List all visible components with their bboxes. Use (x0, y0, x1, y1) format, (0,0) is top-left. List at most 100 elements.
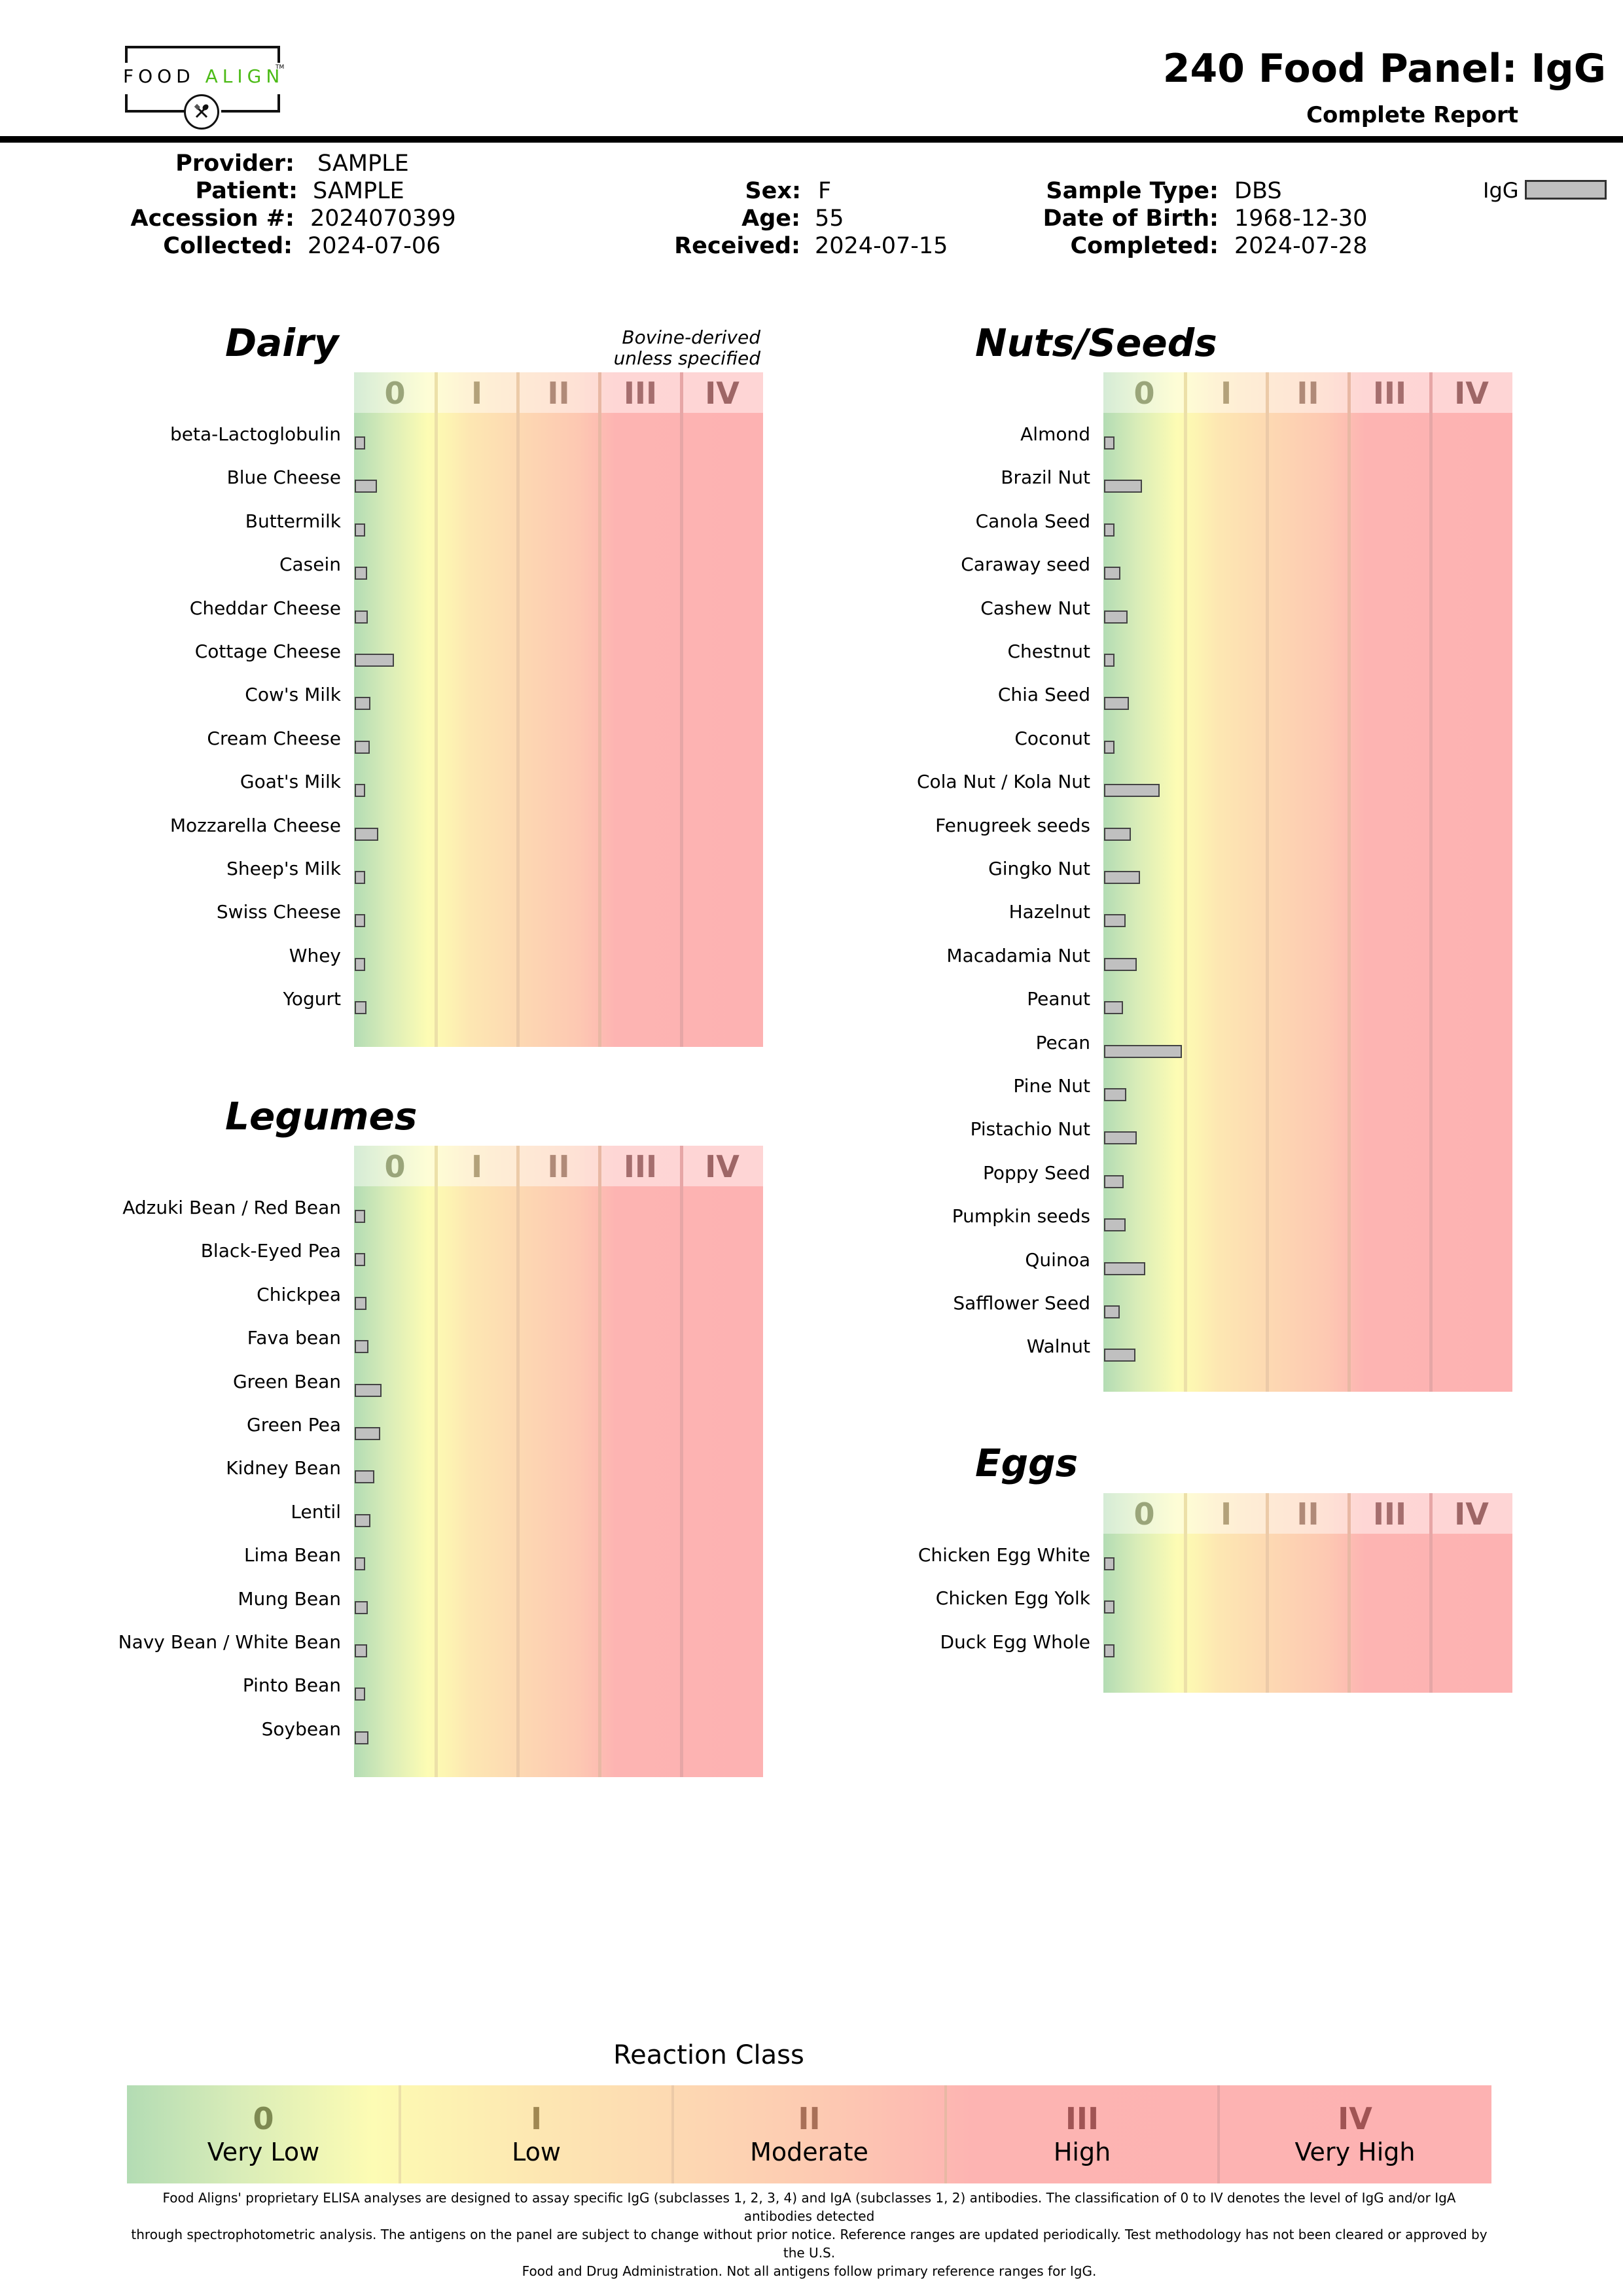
igg-bar (355, 697, 370, 711)
sex-value: F (818, 178, 832, 204)
reaction-class-number: III (1065, 2101, 1099, 2136)
igg-bar (1104, 1001, 1123, 1015)
class-divider (680, 1146, 683, 1777)
igg-bar (355, 1687, 365, 1701)
class-tick-label: 0 (384, 1149, 406, 1184)
dairy-note: Bovine-derived unless specified (614, 327, 760, 369)
class-tick-label: III (1372, 376, 1407, 411)
igg-bar (355, 654, 394, 667)
igg-bar (355, 1001, 366, 1015)
food-label: Goat's Milk (240, 771, 341, 793)
igg-bar (1104, 957, 1137, 971)
food-label: Whey (289, 944, 341, 966)
food-label: Pine Nut (1013, 1075, 1090, 1097)
igg-bar (355, 567, 367, 580)
reaction-class-number: I (530, 2101, 543, 2136)
sample-type-label: Sample Type: (1046, 178, 1219, 204)
food-label: Cola Nut / Kola Nut (916, 771, 1090, 793)
class-divider (435, 372, 438, 1047)
header-rule (0, 136, 1623, 143)
completed-label: Completed: (1070, 233, 1219, 259)
section-title-legumes: Legumes (225, 1094, 418, 1139)
reaction-class-name: Very Low (207, 2138, 320, 2166)
reaction-class-divider (944, 2085, 947, 2183)
igg-bar (355, 914, 365, 928)
igg-bar (355, 480, 377, 493)
class-header (1103, 1493, 1512, 1534)
class-tick-label: I (471, 376, 483, 411)
class-gradient-background (1103, 372, 1512, 1392)
collected-value: 2024-07-06 (308, 233, 441, 259)
class-divider (516, 1146, 520, 1777)
collected-label: Collected: (163, 233, 293, 259)
food-label: Black-Eyed Pea (200, 1240, 341, 1262)
igg-bar (1104, 1349, 1135, 1362)
food-label: Chia Seed (997, 684, 1090, 706)
class-tick-label: 0 (384, 376, 406, 411)
food-label: Casein (279, 554, 341, 576)
logo-text: FOOD ALIGN (123, 65, 284, 87)
igg-bar (355, 827, 379, 841)
received-label: Received: (674, 233, 800, 259)
class-divider (598, 1146, 601, 1777)
fork-spoon-icon (184, 94, 219, 130)
igg-bar (1104, 1131, 1137, 1145)
food-label: Almond (1020, 423, 1090, 445)
class-gradient-background (1103, 1493, 1512, 1693)
igg-bar (1104, 567, 1120, 580)
section-title-dairy: Dairy (225, 321, 339, 365)
igg-bar (355, 740, 370, 754)
reaction-class-legend: 0 Very Low I Low II Moderate III High IV Very Hig… (127, 2085, 1491, 2183)
class-divider (1429, 1493, 1433, 1693)
reaction-class-name: Low (512, 2138, 561, 2166)
class-divider (1184, 372, 1187, 1392)
completed-value: 2024-07-28 (1234, 233, 1368, 259)
reaction-class-very-low: 0 Very Low (127, 2085, 400, 2183)
food-label: Green Bean (232, 1370, 341, 1392)
class-header (1103, 372, 1512, 413)
reaction-class-low: I Low (400, 2085, 673, 2183)
class-header (354, 1146, 763, 1186)
class-tick-label: II (547, 376, 570, 411)
food-label: Canola Seed (975, 510, 1090, 532)
class-tick-label: IV (1454, 376, 1489, 411)
food-label: Caraway seed (961, 554, 1090, 576)
igg-bar (355, 871, 365, 884)
food-label: Cow's Milk (245, 684, 341, 706)
class-tick-label: III (1372, 1496, 1407, 1532)
reaction-class-divider (1217, 2085, 1220, 2183)
reaction-class-moderate: II Moderate (673, 2085, 946, 2183)
received-value: 2024-07-15 (815, 233, 948, 259)
chart-legumes: 0 I II III IV Adzuki Bean / Red Bean Black-Eye… (118, 1146, 763, 1777)
food-label: Macadamia Nut (946, 944, 1090, 966)
class-divider (435, 1146, 438, 1777)
accession-value: 2024070399 (310, 205, 456, 232)
class-tick-label: IV (705, 1149, 740, 1184)
class-header (354, 372, 763, 413)
class-divider (598, 372, 601, 1047)
food-label: Fava bean (247, 1327, 341, 1349)
igg-bar (1104, 697, 1129, 711)
igg-bar (355, 1731, 369, 1744)
logo-frame-bottom-right (221, 94, 280, 113)
food-label: Blue Cheese (226, 467, 341, 489)
igg-bar (1104, 1557, 1115, 1570)
dob-label: Date of Birth: (1043, 205, 1219, 232)
food-label: Adzuki Bean / Red Bean (122, 1197, 341, 1218)
class-tick-label: I (471, 1149, 483, 1184)
igg-bar (1104, 1644, 1115, 1657)
igg-bar (355, 1210, 366, 1223)
food-label: Soybean (261, 1718, 341, 1740)
food-label: beta-Lactoglobulin (169, 423, 341, 445)
food-label: Fenugreek seeds (935, 814, 1090, 836)
food-label: Green Pea (247, 1414, 341, 1436)
provider-label: Provider: (175, 150, 294, 177)
chart-dairy: 0 I II III IV beta-Lactoglobulin Blue Cheese Bu… (170, 372, 763, 1047)
logo-word-align: ALIGN (205, 65, 285, 87)
legend-label: IgG (1483, 178, 1519, 203)
class-divider (680, 372, 683, 1047)
igg-bar (355, 784, 365, 798)
food-label: Poppy Seed (982, 1161, 1090, 1184)
chart-nuts-seeds: 0 I II III IV Almond Brazil Nut Canola Seed Cara… (917, 372, 1512, 1392)
igg-bar (355, 610, 368, 624)
